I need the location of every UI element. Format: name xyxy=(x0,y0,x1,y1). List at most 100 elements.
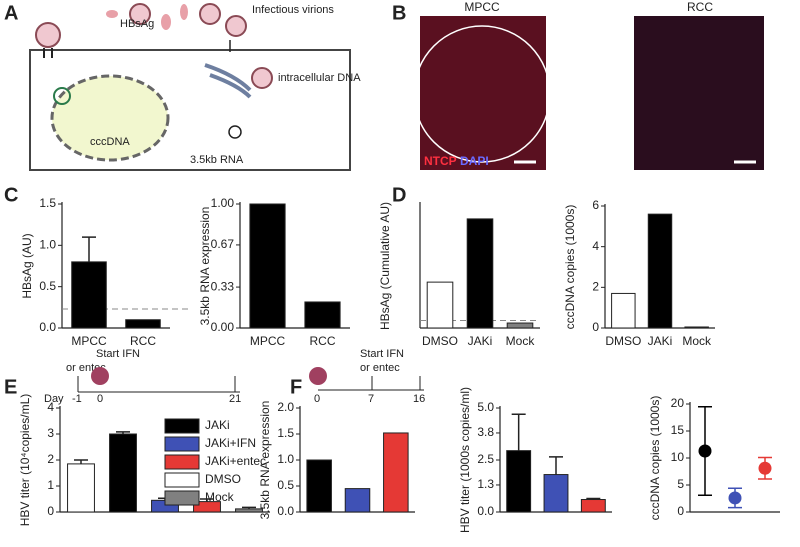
panel-label: E xyxy=(4,376,17,398)
error-bar xyxy=(200,498,214,502)
error-bar xyxy=(82,236,96,262)
legend-label: JAKi+entec xyxy=(205,454,266,468)
legend-label: Mock xyxy=(205,490,235,504)
y-tick-label: 4 xyxy=(47,400,54,414)
bar xyxy=(383,432,409,513)
y-tick-label: 5.0 xyxy=(477,400,494,414)
point xyxy=(698,444,712,458)
timeline-day: 16 xyxy=(413,393,425,405)
timeline-label: or entec xyxy=(360,362,400,374)
bar xyxy=(67,463,95,513)
panel-label: C xyxy=(4,184,18,206)
bar xyxy=(684,326,709,329)
legend-label: DMSO xyxy=(205,472,241,486)
y-tick-label: 0.0 xyxy=(477,504,494,518)
y-tick-label: 3.8 xyxy=(477,425,494,439)
timeline-label: Start IFN xyxy=(360,348,404,360)
virion xyxy=(129,3,151,25)
legend-label: JAKi xyxy=(205,418,230,432)
y-tick-label: 1 xyxy=(47,478,54,492)
diagram-label: Infectious virions xyxy=(252,4,334,16)
well-outline xyxy=(413,25,551,163)
bar xyxy=(506,322,534,329)
error-bar xyxy=(549,456,563,475)
y-tick-label: 2 xyxy=(592,280,599,294)
timeline-day: 0 xyxy=(97,393,103,405)
y-tick-label: 2.5 xyxy=(477,452,494,466)
panel-label: F xyxy=(290,376,302,398)
y-axis-label: 3.5kb RNA expression xyxy=(258,401,272,520)
hbsag-particle xyxy=(180,4,188,20)
bar xyxy=(306,459,332,513)
timeline-day: -1 xyxy=(72,393,82,405)
timeline-day: 7 xyxy=(368,393,374,405)
bar xyxy=(506,450,532,513)
y-tick-label: 0.0 xyxy=(39,320,56,334)
y-tick-label: 2.0 xyxy=(277,400,294,414)
bar xyxy=(426,281,454,329)
y-tick-label: 0.67 xyxy=(211,237,235,251)
legend-swatch xyxy=(164,418,200,434)
y-tick-label: 0.5 xyxy=(277,478,294,492)
y-tick-label: 0.5 xyxy=(39,279,56,293)
virion xyxy=(91,367,109,385)
y-tick-label: 1.0 xyxy=(39,238,56,252)
legend-swatch xyxy=(164,490,200,506)
y-tick-label: 1.0 xyxy=(277,452,294,466)
virion xyxy=(251,67,273,89)
y-axis-label: HBsAg (Cumulative AU) xyxy=(378,202,392,330)
bar xyxy=(611,292,636,329)
y-tick-label: 0.00 xyxy=(211,320,235,334)
virion xyxy=(35,22,61,48)
x-tick-label: DMSO xyxy=(605,334,641,348)
y-tick-label: 15 xyxy=(671,423,685,437)
panel-label: B xyxy=(392,2,406,24)
timeline-label: Start IFN xyxy=(96,348,140,360)
bar xyxy=(304,301,341,329)
micrograph xyxy=(634,16,764,170)
bar xyxy=(543,474,569,513)
error-bar xyxy=(242,506,256,509)
dna xyxy=(53,87,71,105)
y-tick-label: 0 xyxy=(592,320,599,334)
bar xyxy=(344,488,371,513)
y-tick-label: 20 xyxy=(671,396,685,410)
panel-label: D xyxy=(392,184,406,206)
x-tick-label: MPCC xyxy=(250,334,286,348)
dna xyxy=(228,125,242,139)
panel-label: A xyxy=(4,2,18,24)
legend-swatch xyxy=(164,472,200,488)
er xyxy=(204,63,252,99)
bar xyxy=(109,433,137,513)
y-tick-label: 4 xyxy=(592,239,599,253)
bar xyxy=(466,218,494,329)
x-tick-label: Mock xyxy=(506,334,536,348)
bar xyxy=(125,319,161,329)
bar xyxy=(71,261,107,329)
y-axis-label: 3.5kb RNA expression xyxy=(198,207,212,326)
y-axis-label: HBV titer (1000s copies/ml) xyxy=(458,387,472,533)
timeline-label: Day xyxy=(44,393,64,405)
point xyxy=(758,461,772,475)
x-tick-label: MPCC xyxy=(71,334,107,348)
error-bar xyxy=(511,413,526,451)
diagram-label: 3.5kb RNA xyxy=(190,154,244,166)
x-tick-label: Mock xyxy=(682,334,712,348)
x-tick-label: RCC xyxy=(130,334,156,348)
point xyxy=(728,491,742,505)
y-axis-label: HBV titer (10⁴copies/mL) xyxy=(18,394,32,527)
y-tick-label: 0.33 xyxy=(211,279,235,293)
nucleus xyxy=(50,74,170,162)
stain-label: NTCP xyxy=(424,154,457,168)
diagram-label: cccDNA xyxy=(90,136,130,148)
error-bar xyxy=(74,459,88,464)
y-tick-label: 1.5 xyxy=(277,426,294,440)
y-tick-label: 3 xyxy=(47,426,54,440)
error-bar xyxy=(586,497,601,500)
y-tick-label: 5 xyxy=(677,477,684,491)
y-axis-label: cccDNA copies (1000s) xyxy=(648,396,662,521)
x-tick-label: JAKi xyxy=(648,334,673,348)
y-tick-label: 0 xyxy=(47,504,54,518)
y-tick-label: 0.0 xyxy=(277,504,294,518)
